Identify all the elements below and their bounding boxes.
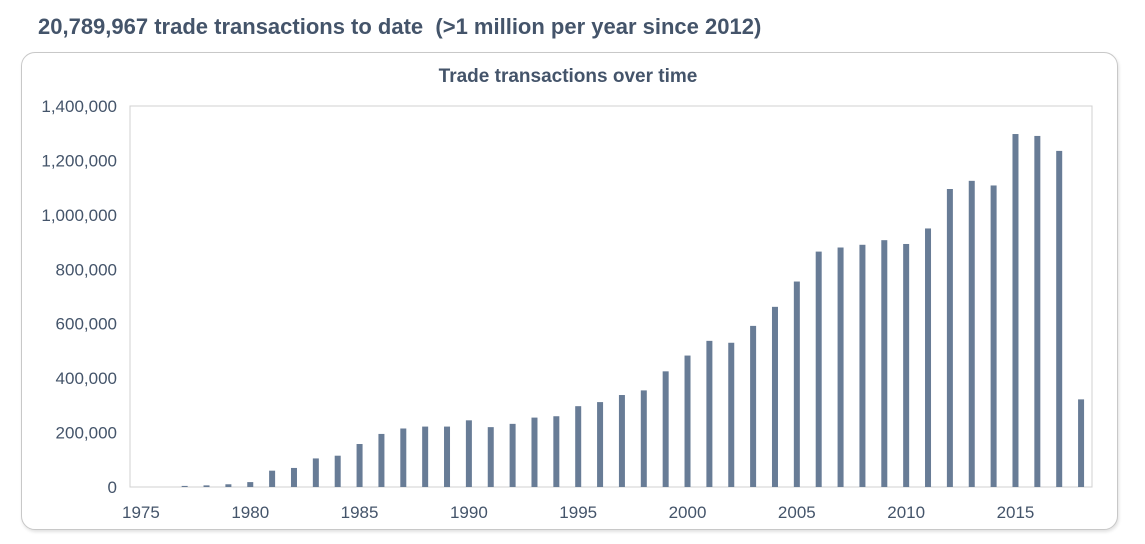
y-tick-label: 800,000 bbox=[56, 260, 117, 279]
bar bbox=[684, 355, 691, 487]
y-tick-label: 1,200,000 bbox=[41, 151, 117, 170]
bar bbox=[925, 228, 932, 487]
bar bbox=[640, 390, 647, 487]
bar bbox=[465, 420, 472, 487]
bar bbox=[334, 455, 341, 487]
bar bbox=[290, 467, 297, 487]
x-tick-label: 1975 bbox=[122, 503, 160, 522]
y-tick-label: 0 bbox=[108, 478, 117, 497]
bar bbox=[903, 243, 910, 487]
x-tick-label: 2005 bbox=[778, 503, 816, 522]
x-axis: 1975 1980 1985 1990 1995 2000 2005 2010 2015 bbox=[122, 503, 1034, 522]
bar bbox=[378, 433, 385, 487]
plot-area bbox=[129, 105, 1093, 488]
bar bbox=[597, 402, 604, 487]
x-tick-label: 2000 bbox=[669, 503, 707, 522]
bar bbox=[881, 240, 888, 487]
bar bbox=[1056, 150, 1063, 487]
y-tick-label: 600,000 bbox=[56, 315, 117, 334]
bar bbox=[181, 485, 188, 487]
bar bbox=[312, 458, 319, 487]
bar bbox=[444, 426, 451, 487]
bar bbox=[225, 484, 232, 487]
chart-panel bbox=[21, 52, 1118, 530]
x-tick-label: 1990 bbox=[450, 503, 488, 522]
x-tick-label: 2010 bbox=[887, 503, 925, 522]
bar bbox=[815, 251, 822, 487]
bar bbox=[793, 281, 800, 487]
y-tick-label: 400,000 bbox=[56, 369, 117, 388]
x-tick-label: 1985 bbox=[341, 503, 379, 522]
chart-title: Trade transactions over time bbox=[439, 66, 698, 87]
bar bbox=[771, 306, 778, 487]
y-tick-label: 200,000 bbox=[56, 424, 117, 443]
bar bbox=[990, 185, 997, 487]
bar bbox=[968, 180, 975, 487]
bar bbox=[859, 244, 866, 487]
bar bbox=[728, 342, 735, 487]
page-headline: 20,789,967 trade transactions to date (>… bbox=[38, 14, 762, 39]
bar bbox=[1012, 134, 1019, 487]
bar bbox=[1078, 399, 1085, 487]
x-tick-label: 1995 bbox=[559, 503, 597, 522]
bar bbox=[837, 247, 844, 487]
bar bbox=[269, 470, 276, 487]
bar bbox=[706, 340, 713, 487]
bar bbox=[400, 428, 407, 487]
y-axis: 0 200,000 400,000 600,000 800,000 1,000,000 1,… bbox=[41, 97, 117, 497]
y-tick-label: 1,000,000 bbox=[41, 206, 117, 225]
bar-series bbox=[181, 134, 1085, 487]
bar bbox=[247, 482, 254, 487]
x-tick-label: 1980 bbox=[231, 503, 269, 522]
bar bbox=[356, 444, 363, 487]
bar bbox=[422, 426, 429, 487]
bar bbox=[1034, 135, 1041, 487]
bar bbox=[509, 423, 516, 487]
bar bbox=[531, 417, 538, 487]
bar bbox=[662, 371, 669, 487]
bar bbox=[575, 406, 582, 487]
bar bbox=[203, 485, 210, 487]
bar bbox=[553, 416, 560, 487]
bar bbox=[618, 395, 625, 487]
y-tick-label: 1,400,000 bbox=[41, 97, 117, 116]
bar bbox=[750, 325, 757, 487]
bar bbox=[946, 189, 953, 487]
x-tick-label: 2015 bbox=[997, 503, 1035, 522]
bar bbox=[487, 427, 494, 487]
